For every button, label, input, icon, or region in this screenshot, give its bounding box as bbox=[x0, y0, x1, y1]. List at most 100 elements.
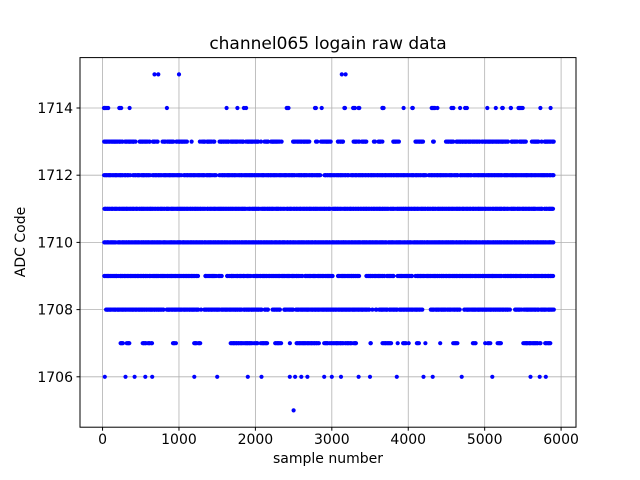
x-tick-label: 5000 bbox=[467, 432, 503, 448]
data-point bbox=[313, 105, 318, 111]
data-point bbox=[120, 341, 125, 346]
x-tick-label: 2000 bbox=[238, 432, 274, 448]
data-point bbox=[539, 139, 544, 144]
data-point bbox=[219, 273, 224, 279]
data-point bbox=[149, 341, 155, 346]
y-tick-label: 1708 bbox=[37, 303, 73, 319]
data-point bbox=[353, 341, 359, 346]
data-point bbox=[538, 105, 543, 111]
data-point bbox=[421, 374, 426, 379]
data-point bbox=[416, 341, 421, 346]
data-point bbox=[342, 105, 348, 111]
data-point bbox=[279, 341, 284, 346]
data-point bbox=[290, 307, 296, 312]
data-point bbox=[458, 105, 463, 111]
data-point bbox=[343, 72, 348, 77]
data-point bbox=[372, 139, 378, 144]
data-point bbox=[420, 307, 425, 312]
data-point bbox=[330, 273, 335, 279]
data-point bbox=[123, 374, 128, 379]
data-point bbox=[430, 374, 435, 379]
data-point bbox=[551, 273, 556, 279]
data-point bbox=[536, 139, 541, 144]
y-tick-label: 1706 bbox=[37, 370, 73, 386]
data-point bbox=[394, 374, 399, 379]
data-point bbox=[357, 273, 362, 279]
x-tick-label: 3000 bbox=[314, 432, 350, 448]
data-point bbox=[507, 307, 512, 312]
data-point bbox=[291, 408, 296, 413]
data-point bbox=[286, 105, 291, 111]
data-point bbox=[550, 206, 556, 211]
data-point bbox=[132, 374, 137, 379]
data-point bbox=[500, 105, 505, 111]
data-point bbox=[438, 341, 443, 346]
data-point bbox=[431, 139, 436, 144]
data-point bbox=[357, 105, 362, 111]
data-point bbox=[189, 139, 194, 144]
data-point bbox=[338, 374, 344, 379]
data-point bbox=[528, 374, 533, 379]
data-point bbox=[244, 105, 249, 111]
x-tick-label: 6000 bbox=[543, 432, 579, 448]
data-point bbox=[543, 374, 548, 379]
data-point bbox=[277, 307, 282, 312]
data-point bbox=[143, 374, 148, 379]
data-point bbox=[537, 374, 542, 379]
data-point bbox=[370, 307, 375, 312]
data-point bbox=[395, 341, 400, 346]
data-point bbox=[287, 341, 292, 346]
data-point bbox=[195, 273, 201, 279]
data-point bbox=[315, 139, 320, 144]
data-point bbox=[473, 341, 478, 346]
data-point bbox=[523, 139, 528, 144]
data-point bbox=[299, 374, 304, 379]
data-point bbox=[367, 307, 372, 312]
data-point bbox=[192, 374, 197, 379]
data-point bbox=[198, 341, 203, 346]
data-point bbox=[265, 341, 270, 346]
data-point bbox=[328, 139, 333, 144]
data-point bbox=[490, 374, 495, 379]
data-point bbox=[551, 307, 556, 312]
data-point bbox=[380, 139, 385, 144]
data-point bbox=[215, 374, 220, 379]
data-point bbox=[406, 341, 411, 346]
data-point bbox=[551, 240, 556, 245]
data-point bbox=[420, 139, 426, 144]
data-point bbox=[184, 139, 189, 144]
data-point bbox=[293, 374, 298, 379]
data-point bbox=[316, 341, 321, 346]
data-point bbox=[127, 105, 132, 111]
data-point bbox=[396, 139, 401, 144]
data-point bbox=[322, 374, 327, 379]
data-point bbox=[364, 139, 369, 144]
data-point bbox=[199, 307, 204, 312]
x-tick-label: 1000 bbox=[161, 432, 197, 448]
data-point bbox=[340, 139, 346, 144]
data-point bbox=[300, 273, 305, 279]
data-point bbox=[551, 139, 556, 144]
data-point bbox=[279, 139, 284, 144]
data-point bbox=[255, 341, 260, 346]
data-point bbox=[488, 341, 493, 346]
data-point bbox=[119, 105, 124, 111]
data-point bbox=[133, 139, 138, 144]
data-point bbox=[548, 105, 553, 111]
data-point bbox=[508, 105, 513, 111]
data-point bbox=[156, 72, 161, 77]
data-point bbox=[224, 105, 229, 111]
y-tick-label: 1712 bbox=[37, 168, 73, 184]
data-point bbox=[498, 341, 503, 346]
data-point bbox=[150, 374, 155, 379]
y-tick-label: 1714 bbox=[37, 101, 73, 117]
data-point bbox=[423, 341, 428, 346]
data-point bbox=[266, 139, 271, 144]
data-point bbox=[213, 173, 219, 178]
data-point bbox=[339, 72, 344, 77]
data-point bbox=[127, 341, 132, 346]
data-point bbox=[538, 341, 543, 346]
y-axis-label: ADC Code bbox=[13, 206, 29, 278]
data-point bbox=[505, 139, 511, 144]
